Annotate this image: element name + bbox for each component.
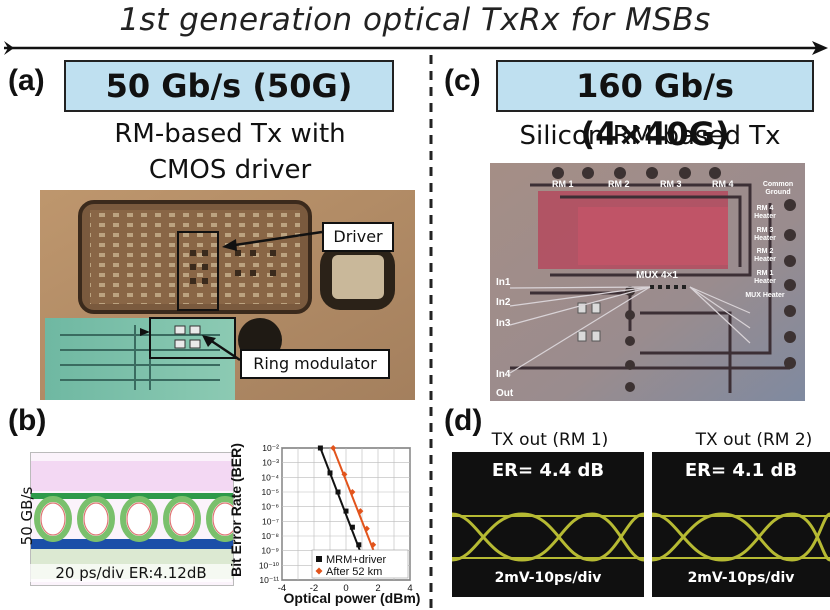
ber-chart: 10⁻² 10⁻³ 10⁻⁴ 10⁻⁵ 10⁻⁶ 10⁻⁷ 10⁻⁸ 10⁻⁹ 10⁻¹⁰ 10⁻… [259, 443, 413, 594]
panel-divider [429, 55, 433, 610]
eye-1-title: TX out (RM 1) [491, 430, 609, 450]
panel-b-label: (b) [8, 404, 47, 437]
output-label: Out [496, 388, 514, 399]
ber-xlabel: Optical power (dBm) [283, 590, 421, 606]
eye-1-plot [451, 512, 645, 562]
panel-c-subtitle: Silicon RM-based Tx [519, 121, 781, 151]
ber-ytick-label: 10⁻⁴ [261, 472, 279, 482]
ber-point [317, 445, 323, 451]
page-title: 1st generation optical TxRx for MSBs [119, 2, 711, 38]
eye-2-scale: 2mV-10ps/div [687, 570, 795, 586]
rm1-heater-label: RM 1 Heater [754, 270, 776, 285]
ber-ytick-label: 10⁻⁶ [262, 502, 279, 512]
panel-a-subtitle-2: CMOS driver [148, 155, 312, 185]
ber-xtick-label: 4 [407, 583, 412, 594]
ber-ytick-label: 10⁻⁵ [262, 487, 279, 497]
rm2-label: RM 2 [608, 179, 630, 189]
rm4-label: RM 4 [712, 179, 734, 189]
ber-ytick-label: 10⁻² [262, 443, 279, 453]
eye-diagram-plot [31, 453, 244, 585]
input-4-label: In4 [496, 369, 511, 380]
ber-legend-marker [315, 567, 323, 575]
ber-point [363, 525, 370, 532]
ber-point [356, 542, 362, 548]
ber-point [370, 541, 377, 548]
silicon-tx-chip-photo [490, 163, 805, 401]
input-3-label: In3 [496, 318, 511, 329]
eye-diagram-50g [30, 452, 244, 586]
eye-2-title: TX out (RM 2) [695, 430, 813, 450]
ber-point [327, 470, 333, 476]
ber-ytick-label: 10⁻³ [262, 458, 279, 468]
ber-point [343, 508, 349, 514]
common-ground-label: Common Ground [762, 181, 794, 196]
ber-point [349, 489, 356, 495]
ber-ytick-label: 10⁻¹⁰ [259, 560, 280, 570]
driver-callout: Driver [322, 222, 394, 252]
mux-label: MUX 4×1 [636, 270, 678, 281]
ber-xtick-label: 0 [343, 583, 348, 594]
ber-point [330, 445, 337, 451]
rm4-heater-label: RM 4 Heater [754, 205, 776, 220]
ber-ytick-label: 10⁻¹¹ [259, 575, 279, 585]
mux-heater-label: MUX Heater [745, 292, 785, 299]
eye-diagram-rm2: ER= 4.1 dB 2mV-10ps/div [651, 452, 830, 597]
rm3-label: RM 3 [660, 179, 682, 189]
panel-d-label: (d) [444, 404, 483, 437]
rm3-heater-label: RM 3 Heater [754, 227, 776, 242]
eye-1-er: ER= 4.4 dB [491, 460, 605, 481]
ber-legend-label: After 52 km [326, 566, 382, 578]
panel-a-subtitle-1: RM-based Tx with [114, 119, 346, 149]
ber-xtick-label: 2 [375, 583, 380, 594]
panel-a-rate-box: 50 Gb/s (50G) [64, 60, 394, 112]
eye-2-plot [651, 512, 830, 562]
input-1-label: In1 [496, 277, 511, 288]
ber-ytick-label: 10⁻⁷ [262, 516, 279, 526]
eye-diagram-rm1: ER= 4.4 dB 2mV-10ps/div [451, 452, 645, 597]
panel-c-rate-box: 160 Gb/s (4×40G) [496, 60, 814, 153]
ber-ytick-label: 10⁻⁸ [261, 531, 279, 541]
timeline-arrow [4, 41, 828, 55]
ber-legend [311, 549, 409, 579]
ber-point [335, 489, 341, 495]
eye-1-scale: 2mV-10ps/div [494, 570, 602, 586]
rm1-label: RM 1 [552, 179, 574, 189]
ber-ytick-label: 10⁻⁹ [261, 546, 279, 556]
ber-xtick-label: -2 [310, 583, 318, 594]
input-2-label: In2 [496, 297, 511, 308]
rm2-heater-label: RM 2 Heater [754, 248, 776, 263]
eye-ylabel: 50 GB/s [18, 486, 36, 546]
eye-caption: 20 ps/div ER:4.12dB [30, 564, 232, 582]
panel-a-label: (a) [8, 64, 45, 97]
eye-2-er: ER= 4.1 dB [684, 460, 798, 481]
ring-modulator-callout: Ring modulator [240, 349, 390, 379]
ber-point [357, 508, 364, 515]
panel-c-label: (c) [444, 64, 481, 97]
ber-point [349, 524, 355, 530]
ber-point [341, 471, 348, 478]
ber-xtick-label: -4 [278, 583, 286, 594]
ber-legend-marker [316, 556, 322, 562]
ber-legend-label: MRM+driver [326, 554, 387, 566]
